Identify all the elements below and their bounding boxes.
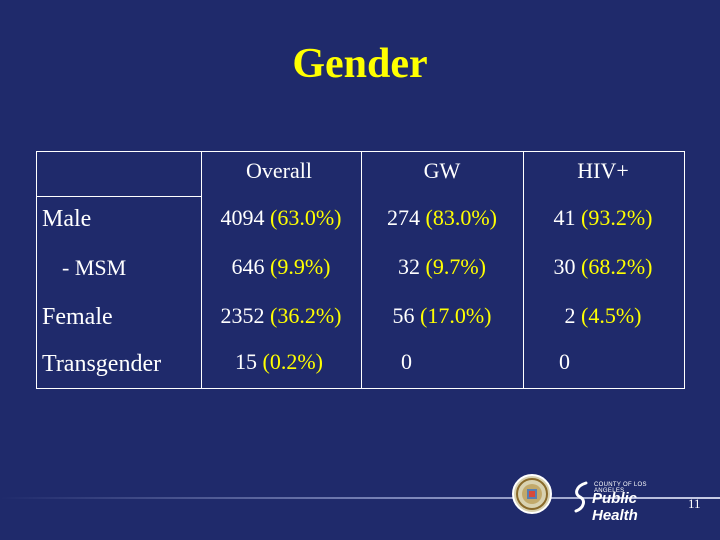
table-cell: 15 (0.2%): [235, 349, 323, 375]
cell-count: 41: [553, 205, 576, 230]
table-cell: 56 (17.0%): [393, 303, 492, 329]
column-header-gw: GW: [423, 158, 461, 183]
cell-percent: (93.2%): [581, 205, 653, 230]
slide-title: Gender: [292, 41, 428, 87]
cell-percent: (83.0%): [425, 205, 497, 230]
cell-count: 646: [231, 254, 265, 279]
table-cell: 0: [559, 349, 570, 375]
row-label-transgender: Transgender: [42, 351, 162, 377]
table-divider: [36, 196, 201, 197]
table-divider: [201, 151, 202, 389]
table-frame: [36, 151, 685, 389]
column-header-hiv: HIV+: [577, 158, 629, 183]
cell-count: 2352: [220, 303, 265, 328]
table-divider: [361, 151, 362, 389]
public-health-swoosh-icon: [574, 481, 588, 513]
page-number: 11: [688, 496, 701, 511]
table-cell: 274 (83.0%): [387, 205, 497, 231]
table-divider: [523, 151, 524, 389]
table-cell: 646 (9.9%): [232, 254, 331, 280]
cell-percent: (36.2%): [270, 303, 342, 328]
logo-small-text: COUNTY OF LOS ANGELES: [594, 482, 647, 494]
cell-percent: (63.0%): [270, 205, 342, 230]
table-cell: 4094 (63.0%): [221, 205, 342, 231]
footer-divider: [0, 497, 720, 499]
logo-big-text: Public Health: [592, 490, 638, 524]
cell-count: 56: [392, 303, 415, 328]
cell-count: 30: [553, 254, 576, 279]
cell-count: 274: [387, 205, 421, 230]
cell-count: 0: [559, 349, 570, 374]
column-header-overall: Overall: [246, 158, 312, 183]
cell-percent: (4.5%): [581, 303, 642, 328]
row-label-msm: - MSM: [62, 255, 127, 280]
table-cell: 2352 (36.2%): [221, 303, 342, 329]
row-label-male: Male: [42, 206, 92, 232]
public-health-logo: COUNTY OF LOS ANGELES Public Health: [572, 480, 676, 524]
cell-percent: (68.2%): [581, 254, 653, 279]
cell-percent: (9.7%): [425, 254, 486, 279]
table-cell: 41 (93.2%): [554, 205, 653, 231]
row-label-female: Female: [42, 304, 113, 330]
table-cell: 0: [401, 349, 412, 375]
cell-count: 0: [401, 349, 412, 374]
cell-percent: (17.0%): [420, 303, 492, 328]
cell-count: 32: [398, 254, 421, 279]
cell-count: 15: [235, 349, 258, 374]
table-cell: 30 (68.2%): [554, 254, 653, 280]
table-cell: 2 (4.5%): [565, 303, 642, 329]
cell-percent: (9.9%): [270, 254, 331, 279]
seal-icon: [516, 478, 548, 510]
cell-count: 4094: [220, 205, 265, 230]
table-cell: 32 (9.7%): [398, 254, 486, 280]
cell-percent: (0.2%): [262, 349, 323, 374]
county-seal-logo: [512, 474, 552, 514]
cell-count: 2: [564, 303, 576, 328]
